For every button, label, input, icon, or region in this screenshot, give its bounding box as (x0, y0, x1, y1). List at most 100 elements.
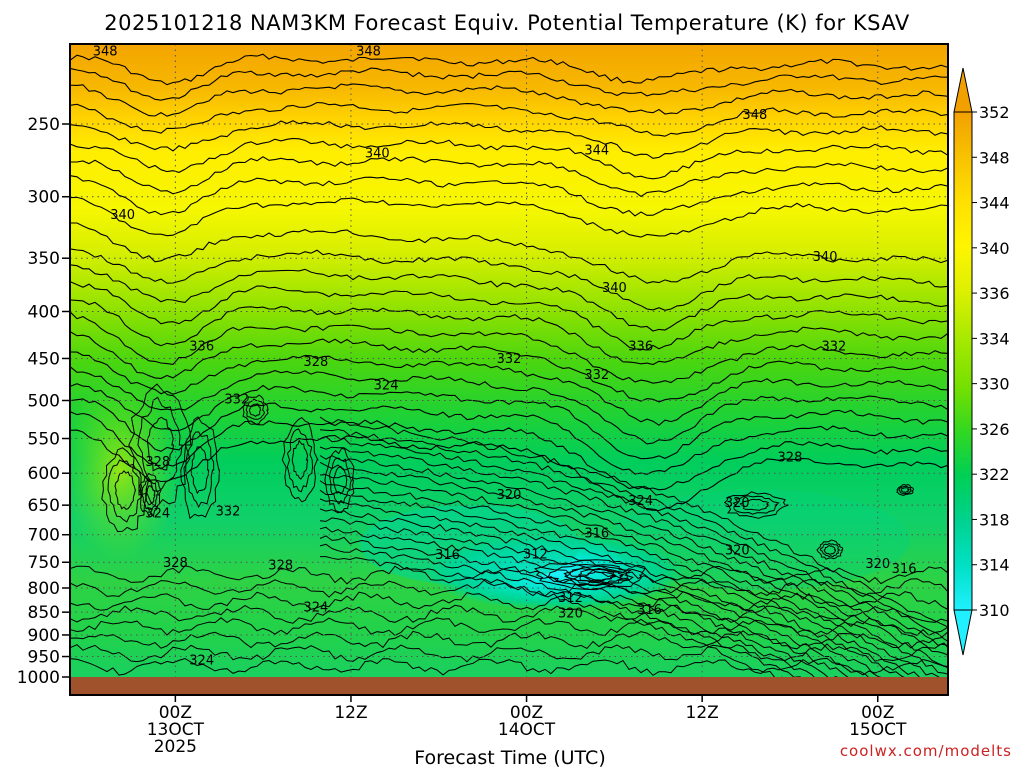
y-tick-label: 900 (28, 626, 60, 646)
contour-line (319, 489, 905, 677)
y-tick-label: 600 (28, 464, 60, 484)
colorbar-tick-label: 314 (979, 556, 1010, 575)
contour-line (70, 175, 948, 217)
colorbar-tick-label: 336 (979, 284, 1010, 303)
credit-text: coolwx.com/modelts (840, 742, 1012, 760)
y-tick-label: 250 (28, 115, 60, 135)
contour-closed (324, 447, 355, 514)
contour-line (70, 366, 948, 445)
contour-label: 320 (725, 543, 750, 558)
contour-closed (245, 398, 266, 420)
x-tick-label: 00Z (159, 703, 192, 723)
contour-label: 348 (356, 45, 381, 60)
contour-label: 340 (110, 208, 135, 223)
contour-line (319, 526, 838, 677)
contour-labels: 348 348 348 344 340 340 340 340 336 336 332 332 332 3… (93, 45, 917, 669)
contour-line (70, 83, 948, 117)
contour-closed (248, 403, 262, 418)
y-tick-label: 700 (28, 526, 60, 546)
contour-label: 324 (303, 600, 328, 615)
contour-label: 324 (189, 654, 214, 669)
contour-line (70, 221, 948, 284)
plot-frame (69, 43, 949, 696)
contour-line (70, 578, 948, 598)
contour-closed (816, 539, 844, 560)
colorbar-body (953, 111, 973, 611)
colorbar-tick-label: 318 (979, 510, 1010, 529)
contour-label: 348 (93, 45, 118, 60)
y-tick-label: 400 (28, 302, 60, 322)
x-tick-label: 12Z (686, 703, 719, 723)
contour-line (70, 630, 948, 650)
contour-label: 316 (892, 562, 917, 577)
contour-line (319, 535, 815, 677)
contour-line (70, 565, 948, 585)
colorbar: 352 348 344 340 336 334 330 326 322 318 314 310 (953, 67, 1010, 656)
contour-closed (566, 565, 630, 587)
contour-closed (328, 457, 352, 505)
y-tick-label: 850 (28, 603, 60, 623)
contour-label: 340 (813, 250, 838, 265)
y-tick-label: 650 (28, 496, 60, 516)
contour-label: 336 (189, 340, 214, 355)
contour-line (70, 398, 948, 475)
contour-closed (114, 470, 137, 510)
contour-closed (739, 498, 771, 511)
contour-line (70, 604, 948, 624)
contour-label: 320 (865, 557, 890, 572)
contour-label: 332 (224, 393, 249, 408)
contour-closed (291, 439, 309, 480)
x-axis-label: Forecast Time (UTC) (414, 747, 605, 768)
contour-closed (900, 487, 911, 493)
contour-closed (823, 545, 837, 555)
colorbar-extend-bottom (953, 609, 973, 656)
contour-label: 340 (365, 147, 390, 162)
contour-closed (101, 447, 149, 533)
contour-line (70, 657, 948, 676)
low-theta-band (610, 490, 910, 590)
colorbar-tick-label: 330 (979, 375, 1010, 394)
contour-closed (332, 465, 348, 495)
contour-label: 328 (778, 450, 803, 465)
colorbar-tick-label: 334 (979, 329, 1010, 348)
contour-label: 332 (821, 340, 846, 355)
contour-line (70, 617, 948, 637)
contour-label: 344 (584, 144, 609, 159)
colorbar-tick-label: 340 (979, 239, 1010, 258)
cold-pool-outer (360, 505, 580, 585)
contour-closed (107, 459, 144, 523)
contour-line (319, 474, 940, 677)
colorbar-tick-label: 310 (979, 601, 1010, 620)
contour-line (319, 517, 849, 677)
contour-closed (563, 568, 617, 582)
contour-closed (145, 485, 156, 506)
contour-closed (139, 472, 162, 518)
contour-line (319, 436, 948, 649)
plot-area: 348 348 348 344 340 340 340 340 336 336 332 332 332 3… (70, 44, 948, 677)
contour-line (319, 543, 802, 677)
contour-closed (896, 484, 914, 496)
contour-line (319, 455, 948, 668)
contour-label: 316 (637, 603, 662, 618)
contour-label: 332 (584, 368, 609, 383)
grid-lines (70, 44, 948, 677)
y-tick-label: 1000 (17, 668, 60, 688)
contour-closed (242, 394, 269, 425)
colorbar-extend-top (953, 67, 973, 113)
contour-line (70, 591, 948, 611)
contour-line (70, 429, 948, 512)
y-tick-label: 750 (28, 553, 60, 573)
contour-label: 328 (303, 355, 328, 370)
contour-line (70, 383, 948, 460)
contour-line (319, 416, 948, 628)
colorbar-tick-label: 326 (979, 420, 1010, 439)
contour-closed (534, 559, 647, 591)
x-tick-label: 15OCT (849, 720, 907, 740)
contour-line (319, 508, 869, 677)
y-tick-label: 500 (28, 392, 60, 412)
contour-closed (141, 479, 159, 512)
contour-label: 312 (523, 547, 548, 562)
contour-closed (723, 491, 789, 519)
contour-closed (732, 495, 780, 515)
